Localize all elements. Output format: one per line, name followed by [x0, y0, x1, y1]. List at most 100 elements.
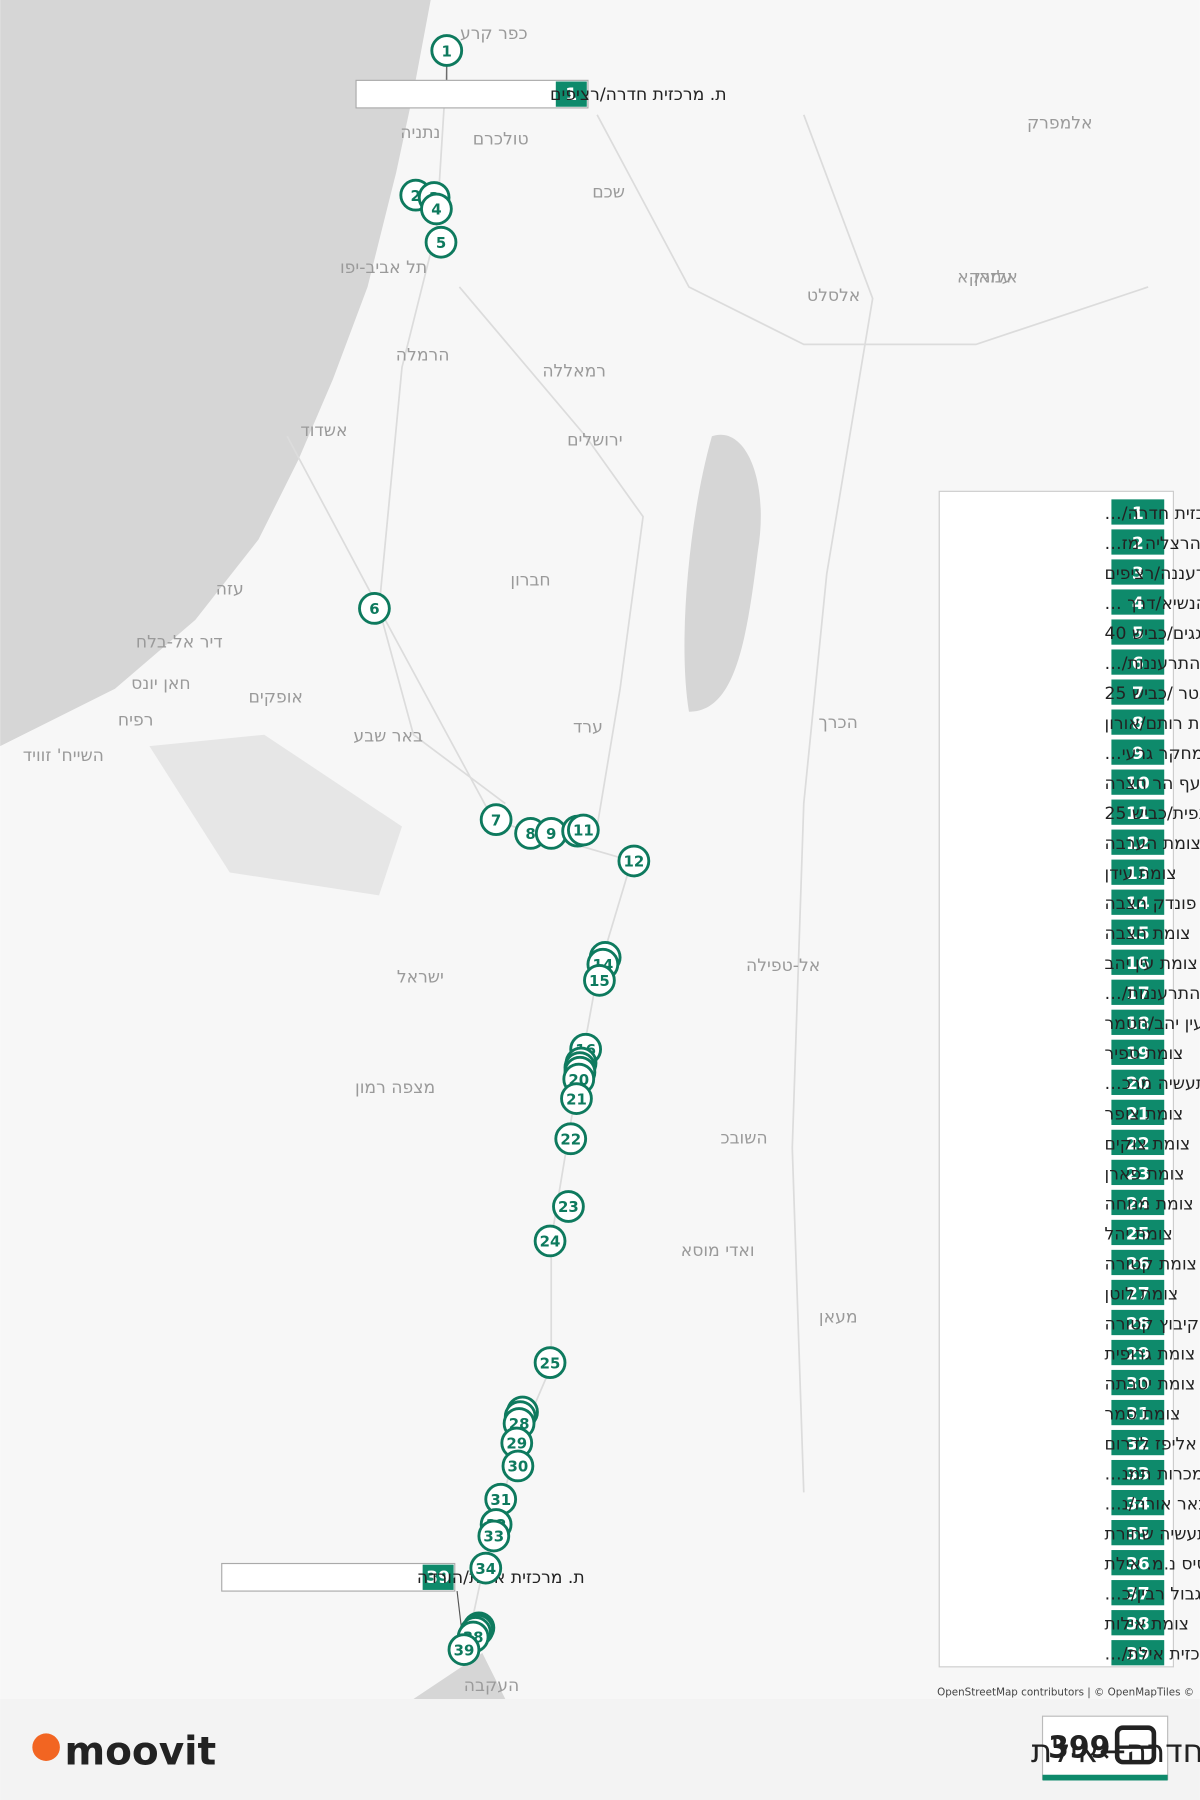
- stop-badge: [1111, 1610, 1165, 1636]
- stop-marker-number: 11: [573, 822, 594, 840]
- callout-badge: [555, 81, 587, 107]
- stop-number: 10: [1126, 774, 1150, 794]
- stop-number: 6: [1132, 654, 1144, 674]
- stop-badge: [1111, 709, 1165, 735]
- map-label: השובכ: [720, 1128, 767, 1148]
- stop-marker: [447, 1633, 481, 1666]
- route-number: 399: [1048, 1731, 1110, 1766]
- stop-label: אזור תעשיה מרכ…: [1105, 1074, 1200, 1094]
- stop-label: צומת יהל: [1105, 1224, 1173, 1244]
- stop-badge: [1111, 1039, 1165, 1065]
- stop-badge: [1111, 589, 1165, 615]
- stop-label: צומת עין יהב: [1105, 954, 1198, 974]
- stop-badge: [1111, 1189, 1165, 1216]
- stop-label: צומת חצבה: [1105, 924, 1191, 944]
- stop-label: בסיס נ.מ. אילת: [1105, 1555, 1200, 1575]
- stop-label: צומת צופר: [1105, 1104, 1184, 1124]
- stop-label: צומת מכרות תמנ…: [1105, 1464, 1200, 1484]
- stop-number: 9: [1132, 744, 1144, 764]
- stop-label: צומת גרופית: [1105, 1344, 1196, 1364]
- stop-number: 24: [1126, 1194, 1150, 1214]
- stop-number: 22: [1126, 1134, 1150, 1154]
- stop-marker: [566, 813, 600, 847]
- stop-badge: [1111, 1640, 1165, 1666]
- map-label: הכרך: [819, 713, 858, 733]
- stop-marker-number: 31: [490, 1491, 511, 1509]
- stop-number: 15: [1126, 924, 1150, 944]
- map-label: השייח' זוויד: [23, 746, 104, 766]
- stop-marker: [477, 1519, 511, 1553]
- sea: [0, 0, 431, 747]
- stop-badge: [1111, 799, 1165, 825]
- stop-label: צומת עידן: [1105, 864, 1177, 884]
- stop-number: 35: [1126, 1525, 1150, 1545]
- stop-marker-number: 33: [483, 1528, 504, 1546]
- stop-label: צומת ספיר: [1105, 1044, 1184, 1064]
- stop-badge: [1111, 1459, 1165, 1486]
- map-label: ערד: [573, 717, 603, 737]
- callout-leader: [456, 1591, 463, 1631]
- stop-badge: [1111, 859, 1165, 885]
- stop-marker: [501, 1449, 535, 1483]
- stop-label: צומת צוקים: [1105, 1134, 1191, 1154]
- stop-number: 29: [1126, 1344, 1150, 1364]
- stop-number: 27: [1126, 1284, 1150, 1304]
- stop-number: 30: [1126, 1374, 1150, 1394]
- stop-badge: [1111, 979, 1165, 1005]
- stop-marker-number: 25: [540, 1354, 561, 1372]
- stop-badge: [1111, 889, 1165, 915]
- stop-label: צומת קיבוץ קטורה: [1105, 1314, 1200, 1334]
- stop-label: צומת גגים/כביש 40: [1105, 624, 1200, 644]
- stop-marker-number: 22: [560, 1131, 581, 1149]
- stop-badge: [1111, 1099, 1165, 1125]
- stop-label: קריית מחקר גרעי…: [1105, 744, 1200, 764]
- stop-marker-number: 5: [436, 234, 446, 252]
- stop-number: 14: [1126, 894, 1150, 914]
- map-label: עמאן: [974, 267, 1013, 287]
- callout-label: ת. מרכזית חדרה/רציפים: [550, 85, 726, 105]
- stop-badge: [1111, 1339, 1165, 1366]
- stop-marker: [560, 1082, 593, 1115]
- stop-badge: [1111, 679, 1165, 705]
- stop-badge: [1111, 1279, 1165, 1306]
- stop-number: 13: [1126, 864, 1150, 884]
- stop-number: 19: [1126, 1044, 1150, 1064]
- stop-number: 2: [1132, 534, 1144, 554]
- brand: moovit: [64, 1729, 216, 1774]
- map-label: חברון: [510, 570, 550, 590]
- stop-number: 34: [1126, 1495, 1150, 1515]
- stop-label: צומת פארן: [1105, 1164, 1185, 1184]
- callout-badge: [422, 1564, 454, 1590]
- map-label: אלמפרק: [1027, 114, 1093, 134]
- stop-marker-number: 2: [411, 187, 421, 205]
- map-label: רמאללה: [542, 362, 606, 382]
- land-area: [149, 734, 402, 896]
- stop-marker: [552, 1190, 585, 1223]
- stop-number: 12: [1126, 834, 1150, 854]
- map-label: אופקים: [248, 688, 302, 708]
- stop-label: צומת סמר: [1105, 1404, 1181, 1424]
- stop-badge: [1111, 1520, 1165, 1546]
- stop-number: 8: [1132, 714, 1144, 734]
- map-label: רפיח: [118, 711, 154, 731]
- stop-marker: [358, 592, 391, 625]
- callout-box: [221, 1562, 456, 1592]
- stop-marker: [533, 1346, 567, 1379]
- stop-label: פונדק חצבה: [1105, 894, 1197, 914]
- map-label: אלזרקא: [957, 267, 1018, 287]
- stop-marker-number: 4: [431, 201, 441, 219]
- stop-marker: [430, 34, 464, 67]
- stop-marker: [420, 192, 453, 226]
- stop-number: 31: [1126, 1404, 1150, 1424]
- map-label: נתניה: [400, 123, 440, 143]
- stop-label: צומת רותם/אורון: [1105, 714, 1200, 734]
- stop-label: צומת אליפז לדרום: [1105, 1434, 1200, 1454]
- stop-number: 36: [1126, 1555, 1150, 1575]
- stop-number: 32: [1126, 1434, 1150, 1454]
- stop-number: 18: [1126, 1014, 1150, 1034]
- stop-label: מסעף הר חצרה: [1105, 774, 1200, 794]
- stop-badge: [1111, 769, 1165, 795]
- stop-label: פונדק עין יהב/חטמר: [1105, 1014, 1200, 1034]
- stop-marker: [424, 225, 458, 259]
